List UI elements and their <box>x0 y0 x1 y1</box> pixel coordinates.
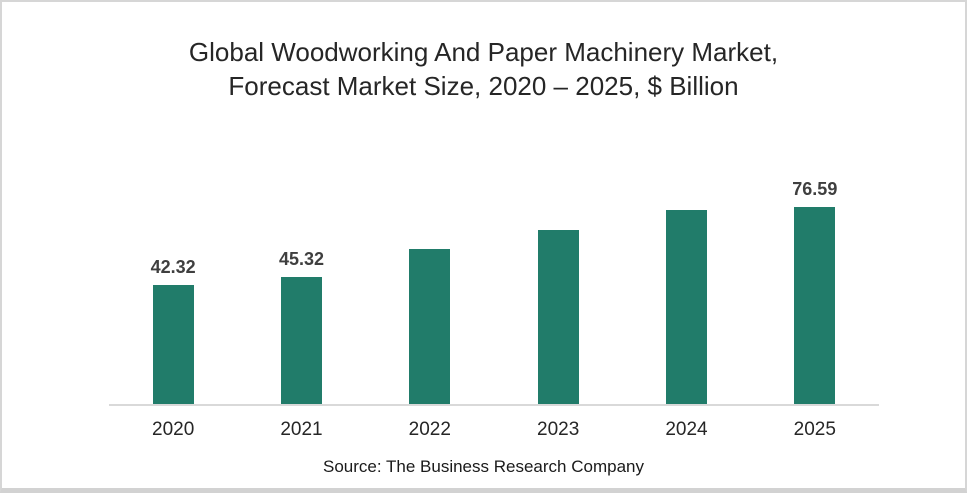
x-axis-line <box>109 404 879 406</box>
bar-column <box>494 179 622 404</box>
plot-area: 42.32 45.32 76.59 <box>109 179 879 404</box>
bar-2024 <box>665 210 707 404</box>
x-axis-tick-label: 2024 <box>665 419 708 440</box>
chart-title: Global Woodworking And Paper Machinery M… <box>2 35 965 103</box>
bar-column <box>622 179 750 404</box>
bar-2020 <box>152 285 194 404</box>
bar-column: 76.59 <box>751 179 879 404</box>
bar-2023 <box>537 230 579 404</box>
bar-column <box>366 179 494 404</box>
x-axis-tick-label: 2025 <box>793 419 836 440</box>
x-axis-tick-label: 2023 <box>537 419 580 440</box>
chart-title-line-2: Forecast Market Size, 2020 – 2025, $ Bil… <box>228 71 739 101</box>
bar-2021 <box>280 277 322 404</box>
bar-column: 45.32 <box>237 179 365 404</box>
bar-value-label: 76.59 <box>792 179 838 199</box>
source-text: Source: The Business Research Company <box>323 457 644 476</box>
x-axis-tick-label: 2020 <box>152 419 195 440</box>
bar-2022 <box>409 249 451 404</box>
chart-title-line-1: Global Woodworking And Paper Machinery M… <box>188 37 779 67</box>
bar-value-label: 42.32 <box>150 257 196 277</box>
x-axis-labels: 2020 2021 2022 2023 2024 2025 <box>109 419 879 441</box>
bar-column: 42.32 <box>109 179 237 404</box>
x-axis-tick-label: 2022 <box>408 419 451 440</box>
x-axis-tick-label: 2021 <box>280 419 323 440</box>
bar-2025 <box>794 207 836 404</box>
bar-value-label: 45.32 <box>278 249 325 269</box>
